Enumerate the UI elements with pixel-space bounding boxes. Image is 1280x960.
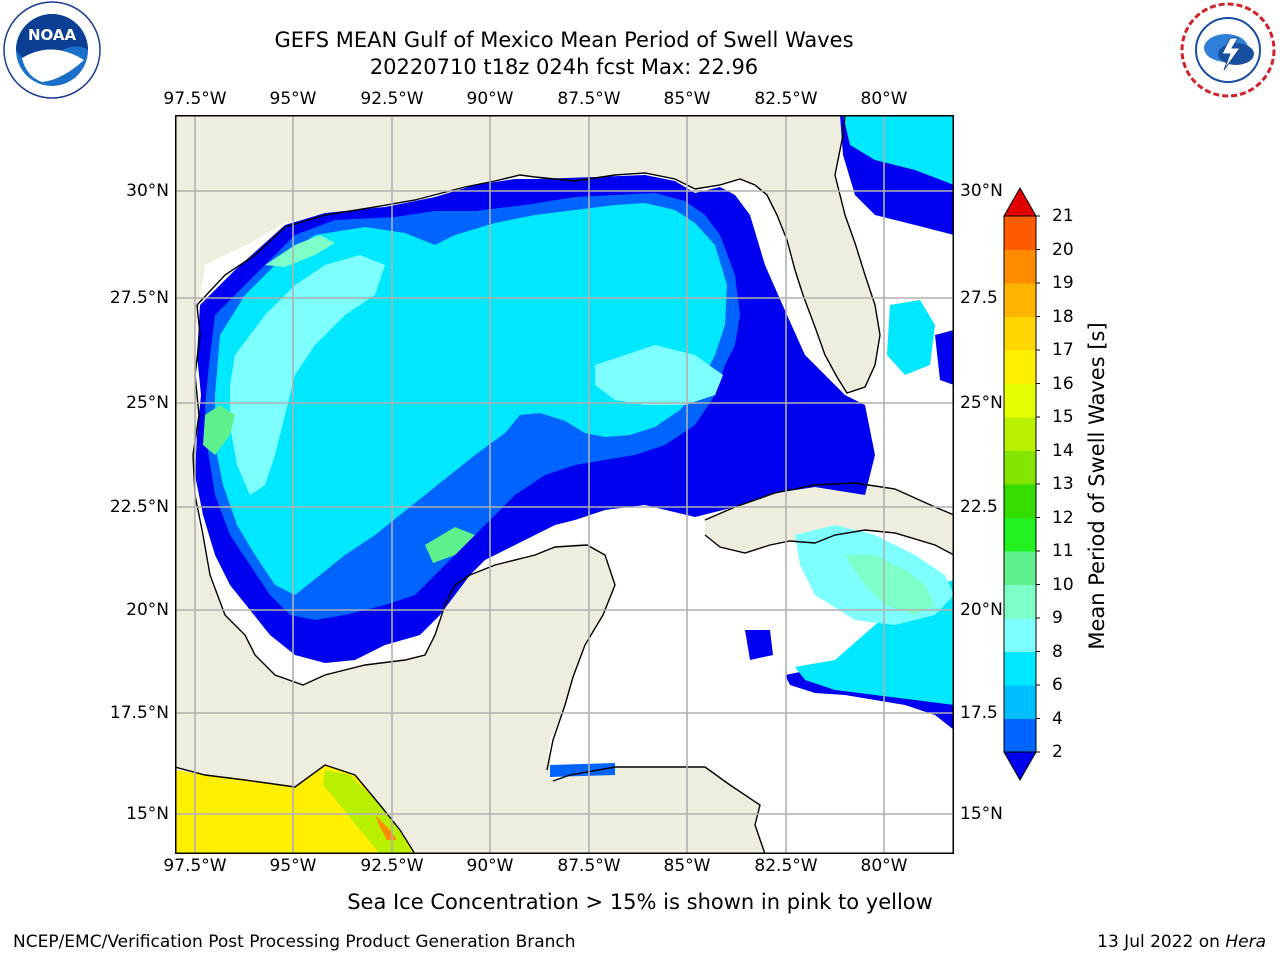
lat-label: 15°N	[126, 804, 169, 824]
colorbar-tick-label: 4	[1052, 708, 1063, 729]
footer-credit: NCEP/EMC/Verification Post Processing Pr…	[13, 932, 576, 952]
band-9-10	[265, 235, 335, 267]
nws-logo	[1178, 0, 1278, 100]
colorbar-bin	[1004, 517, 1036, 552]
footer-host: Hera	[1225, 932, 1266, 952]
colorbar-tick-label: 8	[1052, 641, 1063, 662]
lon-label: 97.5°W	[163, 89, 227, 109]
colorbar-bin	[1004, 718, 1036, 753]
colorbar	[1003, 186, 1040, 782]
colorbar-tick-label: 15	[1052, 407, 1074, 427]
lat-label: 30°N	[960, 181, 1003, 201]
map-plot	[175, 115, 954, 854]
colorbar-bin	[1004, 417, 1036, 451]
lon-label: 97.5°W	[163, 856, 227, 876]
colorbar-extend-max	[1003, 186, 1037, 217]
gridlines	[175, 115, 954, 854]
bahamas-band-2	[935, 330, 954, 385]
colorbar-bin	[1004, 651, 1036, 686]
lat-label: 27.5	[960, 288, 998, 308]
band-9-10-c	[425, 527, 475, 563]
colorbar-bin	[1004, 316, 1036, 351]
lon-label: 95°W	[269, 89, 317, 109]
colorbar-tick-label: 6	[1052, 675, 1063, 695]
lon-label: 85°W	[663, 89, 711, 109]
colorbar-bin	[1004, 484, 1036, 518]
lat-label: 25°N	[960, 393, 1003, 413]
lon-label: 87.5°W	[557, 89, 621, 109]
lat-label: 22.5°N	[109, 497, 169, 517]
colorbar-tick-label: 12	[1052, 507, 1074, 528]
colorbar-label: Mean Period of Swell Waves [s]	[1085, 322, 1109, 650]
lon-label: 92.5°W	[360, 89, 424, 109]
colorbar-bin	[1004, 283, 1036, 317]
colorbar-tick-label: 20	[1052, 239, 1074, 260]
lon-label: 90°W	[466, 89, 514, 109]
colorbar-tick-label: 11	[1052, 541, 1074, 561]
colorbar-bin	[1004, 216, 1036, 250]
lon-label: 85°W	[663, 856, 711, 876]
colorbar-extend-min	[1003, 751, 1037, 782]
lat-label: 22.5	[960, 497, 998, 517]
lon-label: 92.5°W	[360, 856, 424, 876]
lat-label: 17.5	[960, 703, 998, 723]
noaa-logo-text: NOAA	[28, 26, 77, 44]
band-8-9	[230, 255, 385, 495]
sea-ice-caption: Sea Ice Concentration > 15% is shown in …	[347, 890, 933, 914]
colorbar-bin	[1004, 383, 1036, 418]
lon-label: 87.5°W	[557, 856, 621, 876]
colorbar-tick-label: 10	[1052, 574, 1074, 595]
honduras-strip	[550, 763, 615, 777]
cuba-land	[705, 483, 954, 555]
yucatan-land	[475, 543, 615, 775]
bahamas-band	[887, 300, 935, 375]
lon-label: 90°W	[466, 856, 514, 876]
chart-subtitle: 20220710 t18z 024h fcst Max: 22.96	[369, 55, 759, 79]
lon-label: 82.5°W	[754, 89, 818, 109]
lon-label: 82.5°W	[754, 856, 818, 876]
colorbar-bin	[1004, 450, 1036, 485]
atlantic-band-6-8	[843, 115, 954, 185]
colorbar-tick-label: 13	[1052, 474, 1074, 494]
colorbar-bin	[1004, 584, 1036, 619]
colorbar-tick-label: 9	[1052, 608, 1063, 628]
band-8-9-b	[595, 345, 723, 405]
colorbar-bin	[1004, 685, 1036, 719]
chart-title: GEFS MEAN Gulf of Mexico Mean Period of …	[274, 28, 854, 52]
lat-label: 27.5°N	[109, 288, 169, 308]
caribbean-small	[745, 630, 773, 660]
colorbar-tick-label: 16	[1052, 373, 1074, 394]
lat-label: 20°N	[126, 600, 169, 620]
coastline	[175, 115, 954, 854]
lat-label: 30°N	[126, 181, 169, 201]
lat-label: 25°N	[126, 393, 169, 413]
colorbar-bin	[1004, 249, 1036, 284]
colorbar-tick-label: 14	[1052, 440, 1074, 461]
colorbar-bin	[1004, 551, 1036, 585]
colorbar-tick-label: 21	[1052, 206, 1074, 226]
lat-label: 20°N	[960, 600, 1003, 620]
caribbean-band-9-10	[845, 555, 935, 615]
map-frame	[175, 115, 954, 854]
footer-date: 13 Jul 2022 on Hera	[1097, 932, 1266, 952]
lon-label: 95°W	[269, 856, 317, 876]
band-9-10-b	[203, 405, 235, 455]
colorbar-tick-label: 18	[1052, 306, 1074, 327]
swell-field	[195, 115, 954, 777]
footer-date-text: 13 Jul 2022 on	[1097, 932, 1226, 952]
lat-label: 15°N	[960, 804, 1003, 824]
colorbar-tick-label: 17	[1052, 340, 1074, 360]
colorbar-bin	[1004, 350, 1036, 384]
noaa-logo: NOAA	[2, 0, 102, 100]
lon-label: 80°W	[860, 89, 908, 109]
lon-label: 80°W	[860, 856, 908, 876]
colorbar-tick-label: 19	[1052, 273, 1074, 293]
lat-label: 17.5°N	[109, 703, 169, 723]
colorbar-tick-label: 2	[1052, 742, 1063, 762]
colorbar-bin	[1004, 618, 1036, 652]
